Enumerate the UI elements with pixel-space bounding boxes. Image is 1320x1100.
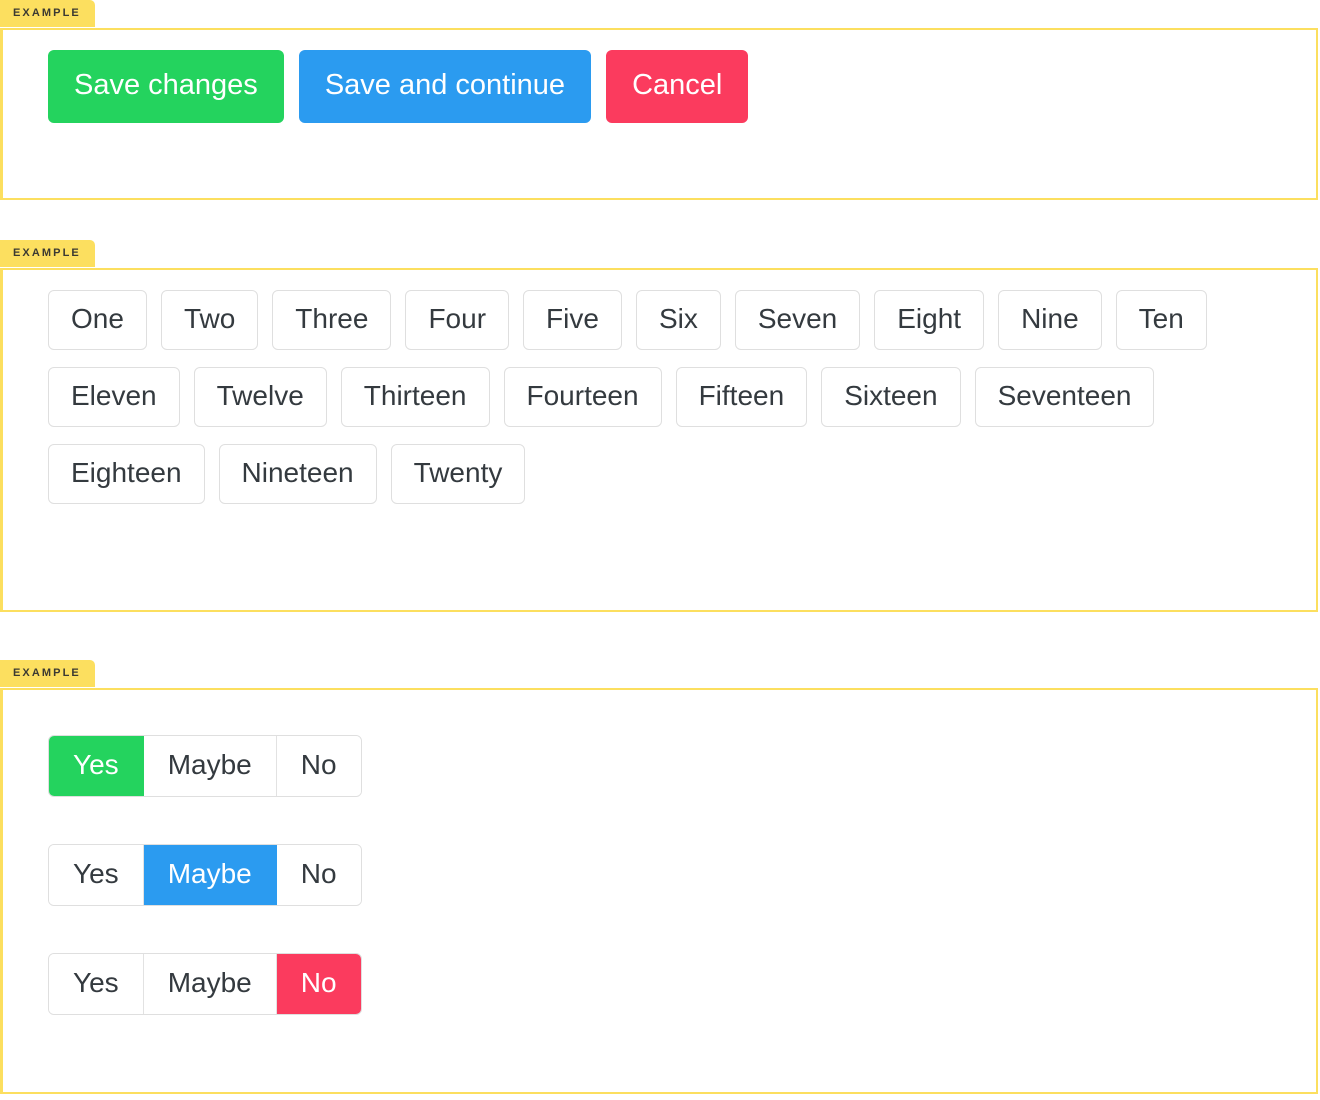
example-badge: EXAMPLE <box>0 0 95 27</box>
segment-no[interactable]: No <box>276 845 361 905</box>
save-and-continue-button[interactable]: Save and continue <box>298 50 592 123</box>
example-block-segmented-groups: EXAMPLE Yes Maybe No Yes Maybe No Yes Ma… <box>0 660 1320 1096</box>
number-button-seventeen[interactable]: Seventeen <box>974 367 1155 427</box>
save-changes-button[interactable]: Save changes <box>48 50 284 123</box>
segment-maybe[interactable]: Maybe <box>143 954 277 1014</box>
number-button-eight[interactable]: Eight <box>874 290 985 350</box>
number-button-twelve[interactable]: Twelve <box>193 367 327 427</box>
number-button-four[interactable]: Four <box>405 290 510 350</box>
outline-button-grid: One Two Three Four Five Six Seven Eight … <box>48 290 1260 504</box>
segment-yes[interactable]: Yes <box>49 954 144 1014</box>
number-button-fifteen[interactable]: Fifteen <box>675 367 808 427</box>
number-button-three[interactable]: Three <box>272 290 392 350</box>
segment-maybe[interactable]: Maybe <box>143 736 277 796</box>
number-button-ten[interactable]: Ten <box>1115 290 1207 350</box>
segment-no[interactable]: No <box>276 954 361 1014</box>
solid-button-row: Save changes Save and continue Cancel <box>48 50 749 123</box>
number-button-nineteen[interactable]: Nineteen <box>218 444 377 504</box>
segmented-groups-wrapper: Yes Maybe No Yes Maybe No Yes Maybe No <box>48 735 362 1015</box>
segment-maybe[interactable]: Maybe <box>143 845 277 905</box>
number-button-eleven[interactable]: Eleven <box>48 367 180 427</box>
button-group-maybe-active: Yes Maybe No <box>48 844 362 906</box>
button-group-no-active: Yes Maybe No <box>48 953 362 1015</box>
segment-no[interactable]: No <box>276 736 361 796</box>
number-button-five[interactable]: Five <box>523 290 622 350</box>
number-button-thirteen[interactable]: Thirteen <box>340 367 490 427</box>
number-button-two[interactable]: Two <box>160 290 259 350</box>
example-block-outline-buttons: EXAMPLE One Two Three Four Five Six Seve… <box>0 240 1320 612</box>
number-button-sixteen[interactable]: Sixteen <box>821 367 961 427</box>
number-button-nine[interactable]: Nine <box>998 290 1102 350</box>
button-group-yes-active: Yes Maybe No <box>48 735 362 797</box>
number-button-seven[interactable]: Seven <box>734 290 861 350</box>
segment-yes[interactable]: Yes <box>49 736 144 796</box>
number-button-eighteen[interactable]: Eighteen <box>48 444 205 504</box>
number-button-twenty[interactable]: Twenty <box>390 444 526 504</box>
cancel-button[interactable]: Cancel <box>606 50 749 123</box>
example-badge: EXAMPLE <box>0 240 95 267</box>
number-button-fourteen[interactable]: Fourteen <box>503 367 662 427</box>
number-button-one[interactable]: One <box>48 290 147 350</box>
example-block-solid-buttons: EXAMPLE Save changes Save and continue C… <box>0 0 1320 200</box>
number-button-six[interactable]: Six <box>635 290 721 350</box>
example-badge: EXAMPLE <box>0 660 95 687</box>
segment-yes[interactable]: Yes <box>49 845 144 905</box>
